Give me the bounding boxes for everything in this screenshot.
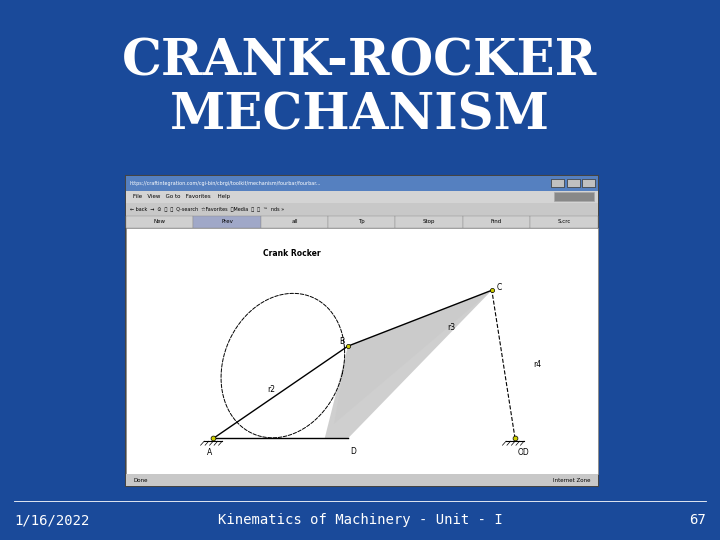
Text: 1/16/2022: 1/16/2022	[14, 513, 90, 527]
Text: ← back  →  ⊙  ⬛  ⬛  Q-search  ☆Favorites  ⬛Media  🖨  ⬛  ™  nds »: ← back → ⊙ ⬛ ⬛ Q-search ☆Favorites ⬛Medi…	[130, 207, 284, 212]
Bar	[328, 216, 395, 228]
Bar	[554, 192, 594, 201]
Text: Prev: Prev	[221, 219, 233, 225]
Bar	[395, 216, 463, 228]
Polygon shape	[334, 291, 492, 424]
Bar	[463, 216, 530, 228]
Text: r3: r3	[448, 323, 456, 333]
Text: A: A	[207, 448, 212, 457]
Text: r4: r4	[534, 360, 541, 369]
Text: all: all	[291, 219, 297, 225]
Text: Done: Done	[133, 477, 148, 483]
Bar	[582, 179, 595, 187]
Text: CRANK-ROCKER: CRANK-ROCKER	[122, 38, 598, 86]
Text: S.crc: S.crc	[557, 219, 571, 225]
Text: Tp: Tp	[359, 219, 365, 225]
Bar	[126, 474, 598, 486]
Bar	[126, 216, 194, 228]
Bar	[126, 176, 598, 486]
Text: Kinematics of Machinery - Unit - I: Kinematics of Machinery - Unit - I	[217, 513, 503, 527]
Text: D: D	[350, 447, 356, 456]
Text: New: New	[153, 219, 166, 225]
Bar	[567, 179, 580, 187]
Bar	[194, 216, 261, 228]
Text: Crank Rocker: Crank Rocker	[264, 249, 321, 258]
Polygon shape	[325, 291, 492, 438]
Text: File   View   Go to   Favorites    Help: File View Go to Favorites Help	[133, 194, 230, 199]
Bar	[530, 216, 598, 228]
Bar	[126, 176, 598, 191]
Text: Internet Zone: Internet Zone	[553, 477, 590, 483]
Text: Stop: Stop	[423, 219, 436, 225]
Text: C: C	[497, 283, 502, 292]
Text: MECHANISM: MECHANISM	[170, 92, 550, 140]
Bar	[261, 216, 328, 228]
Bar	[126, 216, 598, 228]
Bar	[126, 191, 598, 202]
Text: OD: OD	[517, 448, 529, 457]
Text: https://craftintegration.com/cgi-bin/cbrgi/toolkit/mechanism/fourbar/fourbar...: https://craftintegration.com/cgi-bin/cbr…	[130, 180, 321, 186]
Text: 67: 67	[689, 513, 706, 527]
Text: B: B	[339, 338, 344, 346]
Bar	[551, 179, 564, 187]
Text: Find: Find	[491, 219, 502, 225]
Bar	[126, 228, 598, 474]
Text: r2: r2	[267, 385, 275, 394]
Bar	[126, 202, 598, 216]
